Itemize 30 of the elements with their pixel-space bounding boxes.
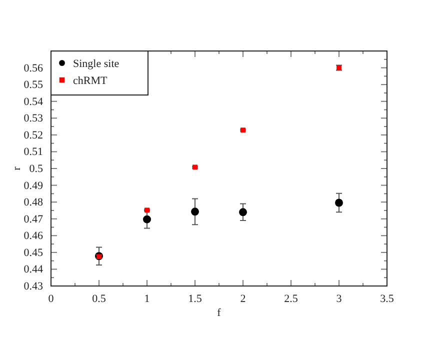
- y-tick-label: 0.46: [24, 230, 44, 242]
- y-tick-label: 0.45: [24, 246, 44, 259]
- y-tick-label: 0.56: [24, 62, 44, 74]
- y-tick-label: 0.47: [24, 213, 44, 226]
- x-axis-title: f: [217, 307, 222, 319]
- y-tick-label: 0.44: [24, 264, 44, 276]
- legend-label: Single site: [73, 58, 120, 70]
- y-tick-label: 0.48: [24, 196, 44, 209]
- y-tick-label: 0.53: [24, 112, 44, 125]
- legend-label: chRMT: [73, 75, 108, 87]
- y-tick-label: 0.55: [24, 79, 44, 92]
- x-tick-label: 2.5: [284, 292, 298, 305]
- y-tick-label: 0.43: [24, 280, 44, 293]
- y-tick-label: 0.49: [24, 180, 44, 192]
- x-tick-label: 3: [336, 292, 342, 305]
- point: [239, 208, 247, 216]
- y-tick-label: 0.54: [24, 96, 44, 108]
- x-tick-label: 0.5: [92, 292, 106, 305]
- x-tick-label: 1.5: [188, 292, 202, 305]
- point: [191, 208, 199, 216]
- x-tick-label: 2: [240, 292, 246, 305]
- point: [335, 198, 343, 207]
- y-tick-label: 0.52: [24, 129, 43, 142]
- y-tick-label: 0.51: [24, 146, 43, 158]
- x-tick-label: 1: [144, 292, 150, 305]
- y-axis-title: r: [11, 166, 23, 170]
- x-tick-label: 3.5: [380, 292, 394, 305]
- x-tick-label: 0: [48, 292, 54, 305]
- point: [143, 215, 151, 224]
- y-tick-label: 0.5: [29, 163, 44, 176]
